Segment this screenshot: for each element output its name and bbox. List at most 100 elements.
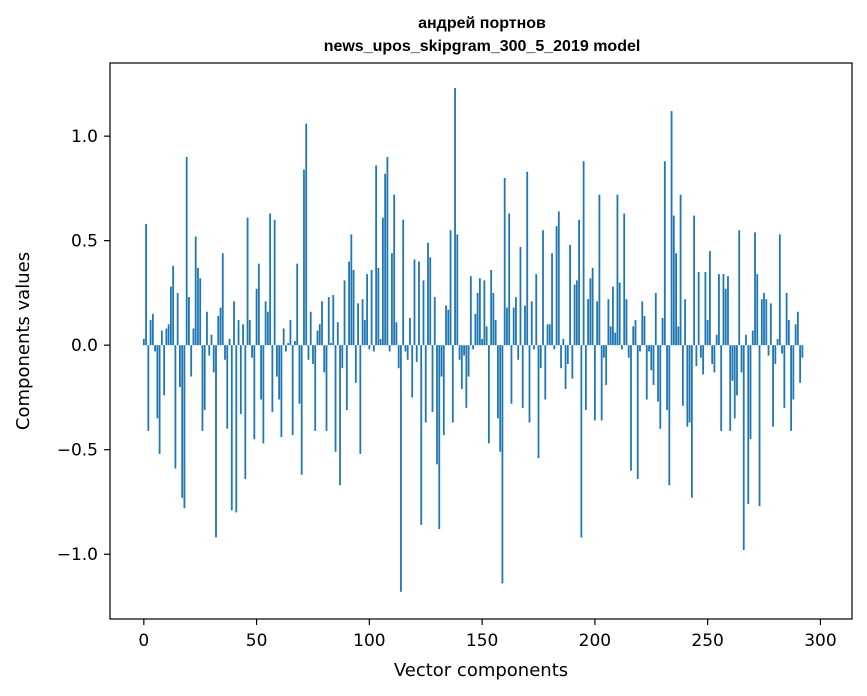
bar: [413, 259, 416, 346]
bar: [334, 345, 337, 452]
bar: [197, 267, 199, 346]
bar: [345, 345, 348, 410]
bar: [539, 345, 542, 369]
bar: [553, 345, 556, 350]
bar: [375, 165, 378, 346]
bar: [379, 338, 382, 346]
x-tick-label: 50: [246, 631, 268, 651]
bar: [438, 345, 441, 530]
bar: [158, 345, 161, 454]
bar: [474, 313, 477, 346]
bar: [314, 345, 317, 431]
bar: [436, 345, 438, 465]
bar: [285, 345, 287, 352]
bar: [645, 345, 648, 400]
bar: [490, 269, 493, 346]
bar: [339, 345, 341, 486]
bar: [720, 345, 723, 431]
bar: [309, 311, 312, 346]
bar: [381, 217, 384, 346]
bar: [291, 345, 294, 436]
bar: [336, 322, 339, 346]
bar: [262, 345, 265, 444]
bar: [354, 345, 357, 383]
bar: [372, 345, 375, 352]
bar: [492, 292, 495, 346]
bar: [623, 213, 626, 346]
bar: [530, 301, 533, 346]
bar: [420, 345, 423, 525]
bar: [181, 345, 184, 498]
bar: [632, 326, 635, 346]
bar: [697, 272, 700, 346]
bar: [584, 345, 587, 410]
bar: [657, 345, 659, 402]
bar: [503, 177, 506, 346]
bar: [494, 320, 497, 346]
bar: [661, 318, 664, 346]
bar: [528, 345, 531, 423]
bar: [266, 311, 269, 346]
bar: [603, 345, 605, 358]
bar: [224, 345, 226, 360]
bar: [359, 345, 362, 454]
bar: [163, 345, 166, 396]
bar: [467, 345, 470, 377]
bar: [454, 88, 456, 346]
bar: [636, 345, 639, 479]
bar: [404, 345, 407, 352]
x-tick-label: 200: [579, 631, 611, 651]
bar: [257, 263, 260, 346]
bar: [593, 345, 596, 421]
y-tick-label: 0.0: [71, 336, 98, 356]
bar: [165, 328, 168, 346]
bar: [264, 301, 267, 346]
bar: [307, 345, 310, 360]
bar: [785, 292, 788, 346]
bar: [648, 345, 650, 352]
bar: [760, 299, 763, 346]
bar: [208, 345, 211, 356]
bar: [508, 213, 511, 346]
bar: [794, 324, 797, 346]
bar: [478, 278, 481, 346]
bar: [537, 345, 540, 459]
bar: [386, 157, 389, 346]
bar: [174, 345, 177, 469]
bar: [190, 345, 193, 377]
bar: [625, 299, 628, 346]
bar: [352, 269, 355, 346]
bar: [591, 267, 594, 346]
bar: [600, 345, 603, 421]
bar: [526, 171, 529, 346]
bar: [192, 328, 195, 346]
bar: [341, 345, 344, 369]
bar: [501, 345, 504, 584]
bar: [693, 215, 696, 346]
bar: [327, 297, 330, 346]
bar: [769, 303, 772, 346]
bar: [767, 345, 770, 356]
bar: [709, 251, 711, 346]
bar: [287, 343, 290, 346]
bar: [609, 326, 612, 346]
bar: [221, 253, 224, 346]
bar: [235, 345, 238, 513]
bar: [271, 345, 274, 413]
bar: [154, 345, 156, 352]
bar: [729, 345, 732, 431]
bar: [684, 299, 686, 346]
bar: [544, 345, 547, 400]
bar: [456, 234, 459, 346]
bar: [524, 305, 526, 346]
bar: [614, 332, 617, 346]
bar: [156, 345, 159, 419]
bar: [783, 345, 786, 408]
bar: [666, 345, 668, 410]
bar: [566, 345, 569, 364]
bar: [670, 111, 673, 346]
bar: [751, 330, 754, 346]
bar: [303, 169, 305, 346]
bar: [521, 345, 524, 408]
bar: [573, 284, 576, 346]
